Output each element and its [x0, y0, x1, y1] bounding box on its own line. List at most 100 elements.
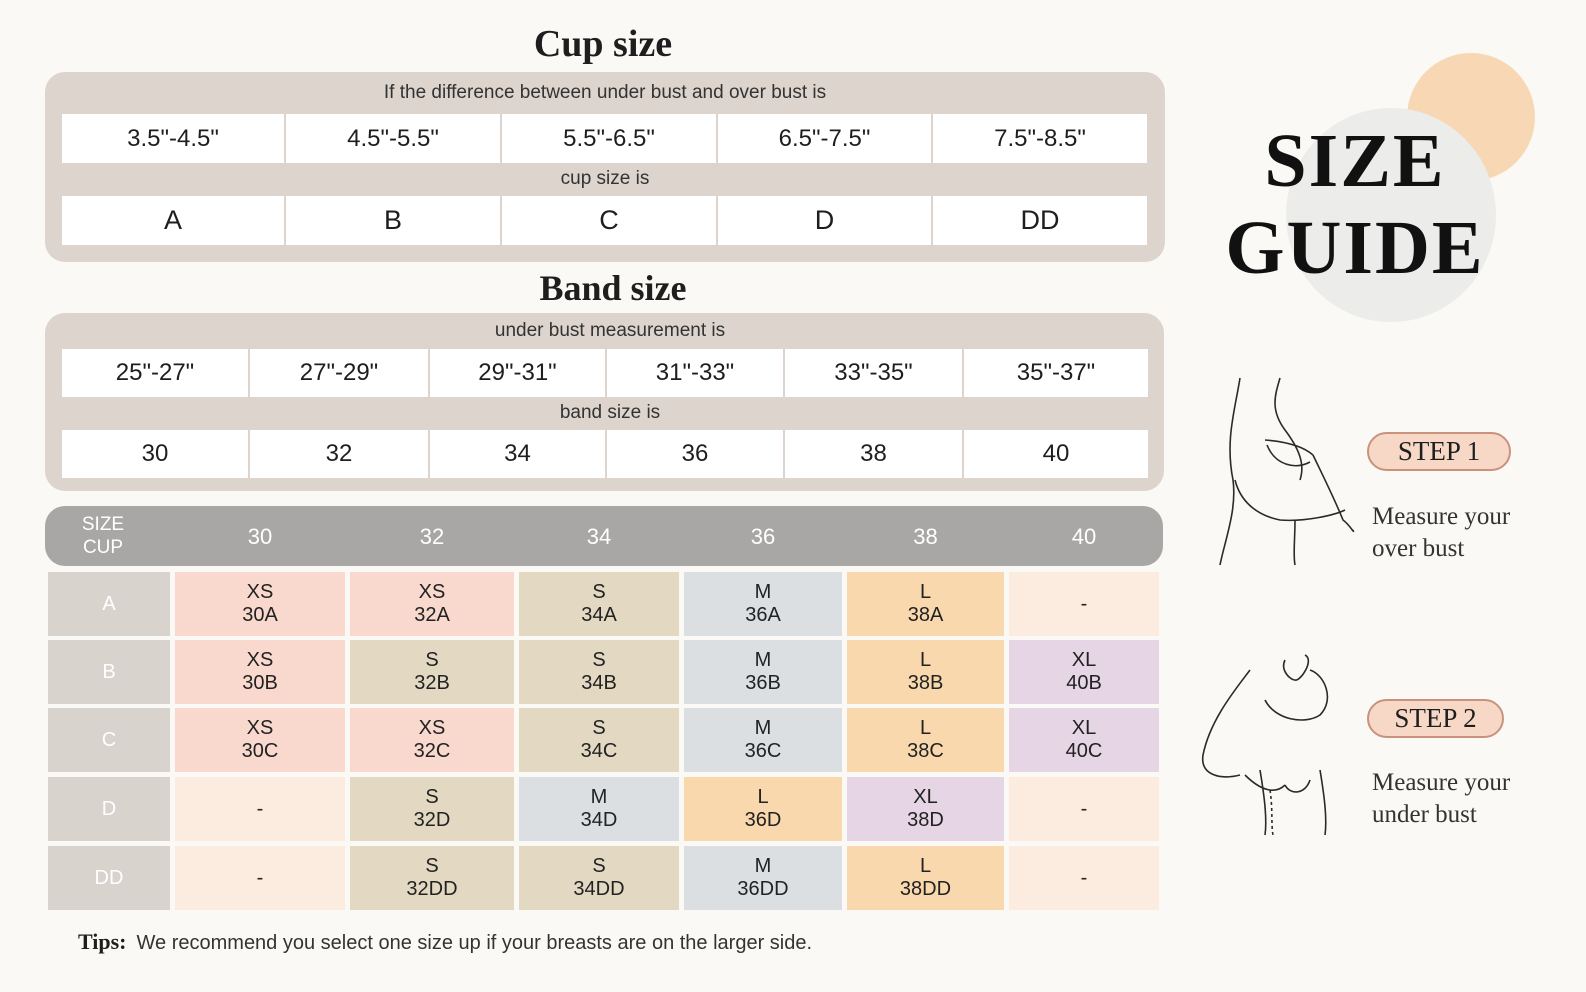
decor-circle: [1286, 108, 1496, 322]
size-cell: -: [175, 846, 345, 910]
range-cell: 6.5"-7.5": [718, 114, 931, 163]
size-cell: M 36A: [684, 572, 842, 636]
size-cell: M 36DD: [684, 846, 842, 910]
tips-label: Tips:: [78, 929, 127, 954]
column-header: 32: [419, 524, 445, 549]
size-text: XL: [913, 786, 938, 808]
size-text: S: [425, 649, 439, 671]
size-text: -: [256, 797, 264, 820]
guide-title: SIZE: [1264, 119, 1446, 203]
row-header: B: [48, 640, 170, 704]
size-cell: XS 32A: [350, 572, 514, 636]
size-text: S: [425, 855, 439, 877]
size-text: 36C: [744, 740, 782, 762]
size-text: L: [919, 581, 932, 603]
column-header: 30: [247, 524, 273, 549]
range-cell: 27"-29": [250, 349, 428, 397]
table-header: [45, 506, 1163, 566]
size-text: 36B: [745, 672, 781, 694]
size-text: 38B: [907, 672, 944, 694]
step-line: Measure your: [1372, 769, 1511, 796]
corner-text: SIZE: [81, 514, 125, 535]
size-cell: S 34DD: [519, 846, 679, 910]
range-cell: 25"-27": [62, 349, 248, 397]
size-text: 36D: [744, 809, 782, 831]
cup-cell: DD: [933, 196, 1147, 245]
size-text: 36A: [745, 604, 781, 626]
size-text: 32DD: [406, 878, 458, 900]
size-cell: XS 30B: [175, 640, 345, 704]
size-text: XS: [418, 717, 446, 739]
size-text: 38D: [907, 809, 944, 831]
size-text: 32A: [414, 604, 450, 626]
section-title: Band size: [539, 268, 687, 308]
size-text: S: [425, 786, 439, 808]
cup-cell: B: [286, 196, 500, 245]
size-cell: S 32D: [350, 777, 514, 841]
size-text: L: [919, 855, 932, 877]
size-text: M: [754, 581, 772, 603]
size-text: 38DD: [899, 878, 952, 900]
range-cell: 29"-31": [430, 349, 605, 397]
size-cell: -: [175, 777, 345, 841]
size-text: 34A: [581, 604, 617, 626]
range-cell: 5.5"-6.5": [502, 114, 716, 163]
step-text: Measure your over bust: [1372, 501, 1572, 565]
size-text: 34B: [581, 672, 617, 694]
range-cell: 3.5"-4.5": [62, 114, 284, 163]
size-text: 30A: [242, 604, 278, 626]
size-text: 40C: [1065, 740, 1103, 762]
size-cell: S 34C: [519, 708, 679, 772]
column-header: 38: [913, 524, 938, 549]
step-pill: STEP 1: [1367, 432, 1511, 471]
size-text: XL: [1071, 717, 1097, 739]
column-header: 36: [750, 524, 776, 549]
column-header: 40: [1071, 524, 1097, 549]
size-cell: S 34B: [519, 640, 679, 704]
tips: Tips: We recommend you select one size up…: [78, 929, 812, 955]
range-cell: 35"-37": [964, 349, 1148, 397]
row-header: C: [48, 708, 170, 772]
size-text: 36DD: [737, 878, 789, 900]
size-cell: L 38A: [847, 572, 1004, 636]
cup-cell: A: [62, 196, 284, 245]
size-cell: M 36C: [684, 708, 842, 772]
size-cell: L 36D: [684, 777, 842, 841]
section-title: Cup size: [533, 23, 673, 65]
row-header: D: [48, 777, 170, 841]
row-label: band size is: [559, 402, 661, 423]
band-cell: 38: [785, 430, 962, 478]
size-text: 30B: [242, 672, 278, 694]
size-text: 30C: [241, 740, 279, 762]
size-cell: L 38DD: [847, 846, 1004, 910]
row-label: cup size is: [560, 168, 650, 189]
size-text: -: [1080, 866, 1088, 889]
size-text: L: [919, 649, 932, 671]
size-cell: M 34D: [519, 777, 679, 841]
size-cell: XS 32C: [350, 708, 514, 772]
step-pill: STEP 2: [1367, 699, 1504, 738]
size-cell: S 32B: [350, 640, 514, 704]
size-text: M: [590, 786, 608, 808]
cup-cell: D: [718, 196, 931, 245]
size-text: XS: [246, 717, 274, 739]
size-cell: XS 30C: [175, 708, 345, 772]
size-cell: -: [1009, 572, 1159, 636]
size-text: 34D: [580, 809, 618, 831]
size-text: 38A: [907, 604, 944, 626]
corner-text: CUP: [82, 537, 124, 558]
size-cell: XS 30A: [175, 572, 345, 636]
band-cell: 30: [62, 430, 248, 478]
size-cell: -: [1009, 777, 1159, 841]
size-text: 32B: [414, 672, 450, 694]
band-cell: 40: [964, 430, 1148, 478]
size-text: 40B: [1066, 672, 1102, 694]
step-line: under bust: [1372, 801, 1477, 828]
row-label: If the difference between under bust and…: [383, 82, 827, 103]
size-text: 34C: [580, 740, 618, 762]
row-label: under bust measurement is: [494, 320, 726, 341]
step-text: Measure your under bust: [1372, 767, 1572, 831]
size-cell: S 32DD: [350, 846, 514, 910]
size-text: S: [592, 855, 606, 877]
